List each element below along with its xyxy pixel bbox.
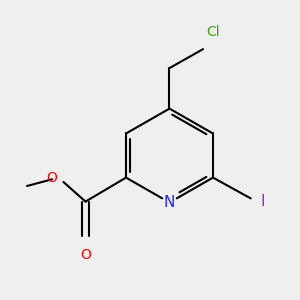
Text: N: N <box>164 195 175 210</box>
Text: I: I <box>260 194 265 209</box>
Text: O: O <box>46 171 57 184</box>
Text: Cl: Cl <box>206 25 220 39</box>
Text: O: O <box>80 248 91 262</box>
